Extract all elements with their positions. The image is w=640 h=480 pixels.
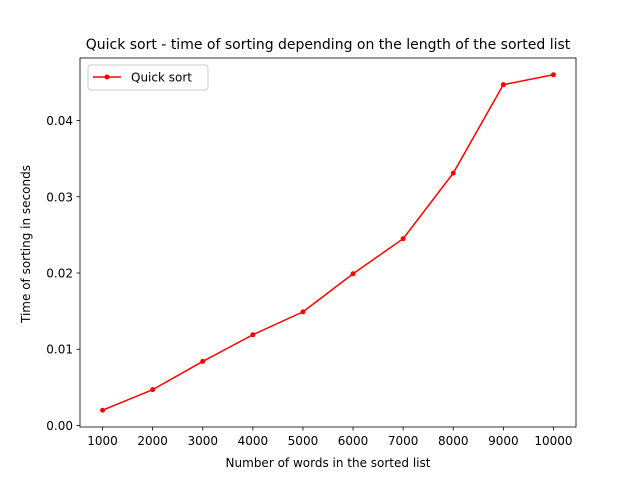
x-tick-label: 5000 bbox=[288, 434, 319, 448]
y-tick-label: 0.01 bbox=[46, 343, 73, 357]
x-tick-label: 8000 bbox=[438, 434, 469, 448]
axes: 1000 2000 3000 4000 5000 6000 7000 8000 9000 1000… bbox=[46, 57, 577, 448]
data-point bbox=[100, 407, 106, 413]
data-point bbox=[300, 309, 306, 315]
legend-marker bbox=[104, 74, 110, 80]
x-tick-label: 1000 bbox=[87, 434, 118, 448]
x-tick-label: 9000 bbox=[488, 434, 519, 448]
data-point bbox=[450, 170, 456, 176]
data-point bbox=[350, 271, 356, 277]
data-point bbox=[550, 72, 556, 78]
y-tick-label: 0.03 bbox=[46, 190, 73, 204]
x-tick-label: 6000 bbox=[338, 434, 369, 448]
x-tick-label: 7000 bbox=[388, 434, 419, 448]
data-point bbox=[500, 82, 506, 88]
legend-label: Quick sort bbox=[131, 71, 192, 85]
x-tick-label: 4000 bbox=[238, 434, 269, 448]
data-point bbox=[400, 236, 406, 242]
y-axis-label: Time of sorting in seconds bbox=[19, 165, 33, 324]
x-axis-label: Number of words in the sorted list bbox=[226, 456, 431, 470]
series-line bbox=[102, 74, 554, 411]
x-tick-label: 3000 bbox=[187, 434, 218, 448]
legend-box bbox=[87, 64, 209, 91]
y-tick-label: 0.02 bbox=[46, 266, 73, 280]
y-tick-label: 0.04 bbox=[46, 114, 73, 128]
x-tick-label: 2000 bbox=[137, 434, 168, 448]
plot-frame bbox=[79, 57, 577, 428]
data-point bbox=[200, 358, 206, 364]
legend: Quick sort bbox=[87, 64, 209, 91]
data-point bbox=[150, 387, 156, 393]
data-point bbox=[250, 332, 256, 338]
x-tick-label: 10000 bbox=[534, 434, 572, 448]
y-tick-label: 0.00 bbox=[46, 419, 73, 433]
plot-area bbox=[100, 72, 556, 413]
chart-title: Quick sort - time of sorting depending o… bbox=[86, 37, 571, 53]
